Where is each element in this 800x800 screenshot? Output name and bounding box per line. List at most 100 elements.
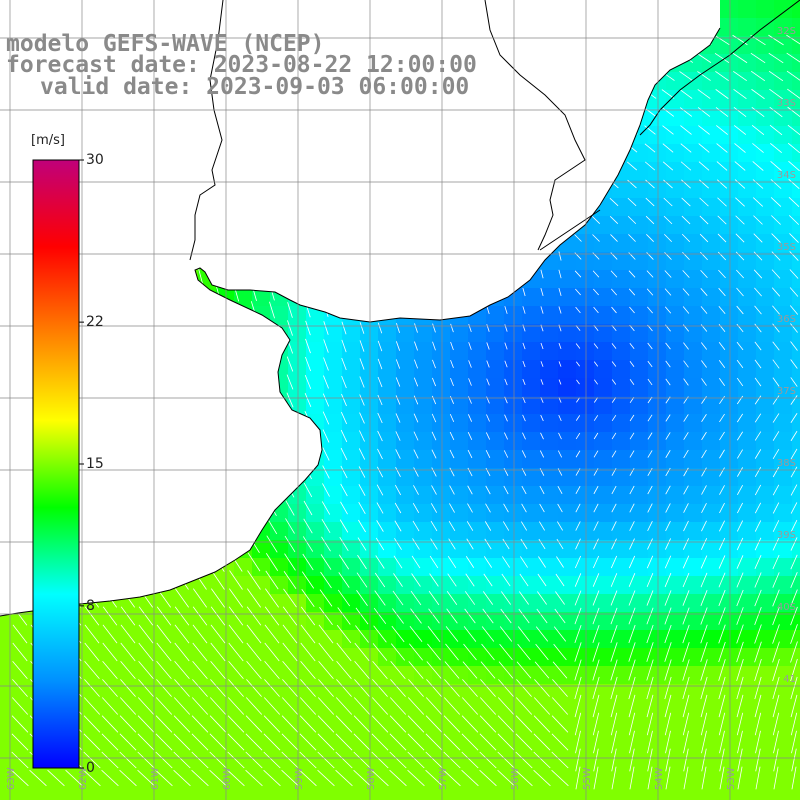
wind-arrow [481,643,495,661]
wind-arrow [156,679,172,697]
field-cell [738,342,757,361]
wind-arrow [539,503,545,513]
wind-arrow [592,555,600,569]
wind-arrow [286,392,294,408]
wind-arrow [752,143,764,153]
wind-arrow [521,503,527,513]
field-cell [522,774,541,793]
wind-arrow [753,269,763,279]
wind-arrow [717,215,727,225]
wind-arrow [593,521,599,531]
field-cell [738,72,757,91]
wind-arrow [520,538,528,550]
field-cell [630,342,649,361]
field-cell [540,450,559,469]
wind-arrow [644,161,656,171]
wind-arrow [462,679,478,697]
field-cell [378,720,397,739]
wind-arrow [552,679,568,697]
wind-arrow [485,450,491,458]
field-cell [432,576,451,595]
wind-arrow [772,606,780,626]
field-cell [360,540,379,559]
field-cell [180,630,199,649]
field-cell [774,504,793,523]
wind-arrow [680,161,692,171]
field-cell [792,0,800,19]
wind-arrow [522,306,526,314]
field-cell [684,162,703,181]
wind-arrow [537,591,547,605]
field-cell [684,774,703,793]
wind-arrow [432,377,436,387]
field-cell [450,396,469,415]
field-cell [720,378,739,397]
field-cell [414,378,433,397]
wind-arrow [516,679,532,697]
field-cell [720,90,739,109]
field-cell [324,486,343,505]
field-cell [612,198,631,217]
wind-arrow [719,431,725,441]
field-cell [522,756,541,775]
field-cell [432,720,451,739]
field-cell [684,486,703,505]
field-cell [792,306,800,325]
field-cell [144,792,163,800]
field-cell [630,414,649,433]
field-cell [504,360,523,379]
wind-arrow [395,377,401,387]
wind-arrow [628,288,636,296]
wind-arrow [266,535,278,553]
wind-arrow [119,769,137,787]
wind-arrow [518,608,530,624]
wind-arrow [359,358,365,370]
longitude-label: 56W [510,767,521,790]
wind-arrow [754,287,762,297]
field-cell [324,666,343,685]
wind-arrow [486,414,490,422]
wind-arrow [736,449,744,459]
wind-arrow [535,626,549,642]
field-cell [414,324,433,343]
wind-arrow [299,715,317,733]
field-cell [702,306,721,325]
field-cell [396,666,415,685]
wind-arrow [611,432,617,440]
field-cell [720,36,739,55]
field-cell [720,720,739,739]
wind-arrow [394,484,402,496]
field-cell [702,396,721,415]
field-cell [324,684,343,703]
field-cell [126,684,145,703]
wind-arrow [772,676,780,700]
wind-arrow [173,697,191,715]
field-cell [378,504,397,523]
field-cell [684,396,703,415]
field-cell [612,504,631,523]
field-cell [324,450,343,469]
field-cell [666,306,685,325]
field-cell [648,144,667,163]
wind-arrow [754,484,762,496]
wind-arrow [736,413,744,423]
wind-arrow [592,234,600,242]
field-cell [756,540,775,559]
wind-arrow [407,769,425,787]
wind-arrow [304,392,312,408]
wind-arrow [393,573,403,587]
wind-arrow [773,748,779,772]
field-cell [594,522,613,541]
wind-arrow [628,555,636,569]
field-cell [702,684,721,703]
field-cell [738,756,757,775]
wind-arrow [682,694,690,718]
field-cell [702,216,721,235]
field-cell [738,306,757,325]
field-cell [612,702,631,721]
wind-arrow [719,730,725,754]
wind-arrow [375,537,385,551]
wind-arrow [395,359,401,369]
wind-arrow [468,378,472,386]
wind-arrow [593,730,599,754]
